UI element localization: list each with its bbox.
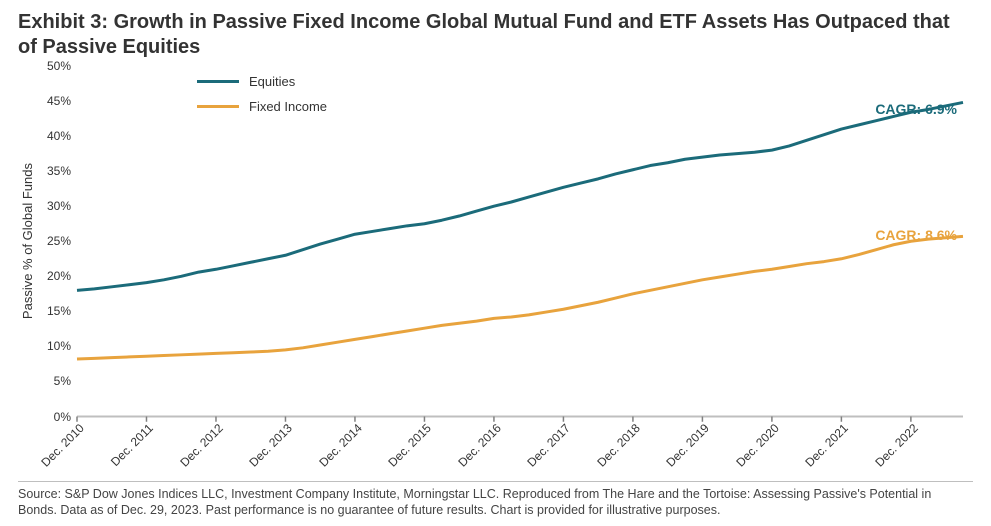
x-tick-label: Dec. 2016 [455, 421, 504, 470]
chart-title: Exhibit 3: Growth in Passive Fixed Incom… [18, 10, 973, 60]
y-tick-label: 30% [47, 199, 77, 213]
y-tick-label: 40% [47, 129, 77, 143]
x-tick-label: Dec. 2012 [177, 421, 226, 470]
x-tick-label: Dec. 2010 [38, 421, 87, 470]
x-tick-label: Dec. 2019 [664, 421, 713, 470]
legend-item: Fixed Income [197, 99, 327, 114]
legend: Equities Fixed Income [197, 74, 327, 114]
legend-swatch [197, 105, 239, 108]
legend-label: Fixed Income [249, 99, 327, 114]
y-axis-label: Passive % of Global Funds [18, 163, 37, 319]
cagr-annotation: CAGR: 8.6% [875, 227, 957, 243]
series-line-fixed-income [77, 236, 963, 359]
chart-container: Passive % of Global Funds Equities Fixed … [18, 66, 973, 477]
x-tick-label: Dec. 2018 [594, 421, 643, 470]
y-tick-label: 50% [47, 59, 77, 73]
series-line-equities [77, 102, 963, 290]
x-tick-label: Dec. 2022 [872, 421, 921, 470]
legend-swatch [197, 80, 239, 83]
y-tick-label: 25% [47, 234, 77, 248]
y-tick-label: 15% [47, 304, 77, 318]
y-tick-label: 10% [47, 339, 77, 353]
plot-region: Equities Fixed Income CAGR: 6.9% CAGR: 8.6… [37, 66, 973, 417]
y-tick-label: 45% [47, 94, 77, 108]
y-tick-label: 20% [47, 269, 77, 283]
y-tick-label: 5% [54, 374, 77, 388]
x-tick-label: Dec. 2020 [733, 421, 782, 470]
legend-label: Equities [249, 74, 295, 89]
cagr-annotation: CAGR: 6.9% [875, 101, 957, 117]
x-tick-label: Dec. 2021 [803, 421, 852, 470]
x-tick-label: Dec. 2014 [316, 421, 365, 470]
x-tick-label: Dec. 2017 [525, 421, 574, 470]
x-axis-labels: Dec. 2010 Dec. 2011 Dec. 2012 Dec. 2013 Dec.… [37, 417, 973, 477]
x-tick-label: Dec. 2011 [108, 421, 156, 469]
legend-item: Equities [197, 74, 327, 89]
source-footer: Source: S&P Dow Jones Indices LLC, Inves… [18, 481, 973, 519]
y-tick-label: 35% [47, 164, 77, 178]
x-tick-label: Dec. 2013 [247, 421, 296, 470]
line-chart-svg [77, 66, 963, 417]
x-tick-label: Dec. 2015 [386, 421, 435, 470]
